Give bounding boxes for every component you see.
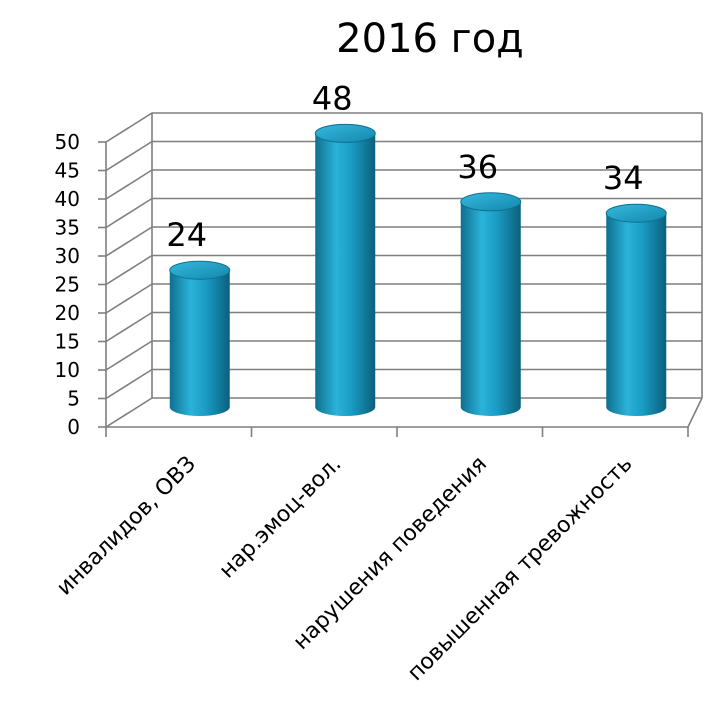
bar [169, 260, 231, 416]
data-labels: 24 48 36 34 [166, 79, 643, 254]
y-tick-label: 5 [67, 387, 80, 411]
floor-edge [687, 397, 703, 428]
y-tick-label: 15 [55, 330, 80, 354]
bars [169, 123, 667, 416]
bar [605, 203, 667, 416]
y-tick-label: 0 [67, 415, 80, 439]
data-label: 36 [457, 148, 498, 186]
y-tick-label: 20 [55, 301, 80, 325]
data-label: 24 [166, 216, 207, 254]
gridline [105, 112, 702, 143]
bar [460, 192, 522, 416]
y-tick-label: 35 [55, 216, 80, 240]
y-tick-label: 45 [55, 159, 80, 183]
y-tick-label: 10 [55, 358, 80, 382]
bar [314, 123, 376, 416]
x-tick-label: инвалидов, ОВЗ [52, 452, 201, 601]
x-axis-ticks: инвалидов, ОВЗ нар.эмоц-вол.нарушения пов… [52, 452, 637, 686]
y-tick-label: 30 [55, 244, 80, 268]
chart-title: 2016 год [336, 16, 524, 62]
y-tick-label: 25 [55, 273, 80, 297]
y-tick-label: 40 [55, 187, 80, 211]
y-axis-ticks: 0 5 10 15 20 25 30 35 40 45 50 [55, 130, 106, 439]
y-tick-label: 50 [55, 130, 80, 154]
data-label: 48 [312, 79, 353, 117]
x-tick-label: нар.эмоц-вол. [215, 452, 347, 584]
data-label: 34 [603, 159, 644, 197]
gridlines [105, 112, 703, 428]
